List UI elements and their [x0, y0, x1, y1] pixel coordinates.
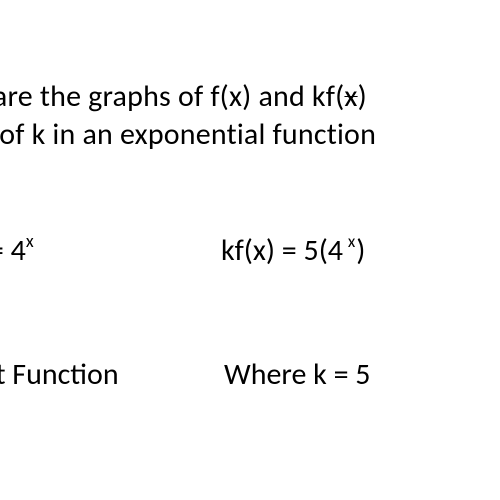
label-row: rent Function Where k = 5 — [0, 356, 500, 396]
text-cursor-x: x — [344, 78, 357, 115]
heading-line-2: ect of k in an exponential function — [0, 116, 376, 153]
label-where-k: Where k = 5 — [224, 356, 371, 393]
equation-fx-lhs: ) = 4 — [0, 232, 26, 269]
equation-kfx: kf(x) = 5(4 x) — [221, 232, 365, 269]
equation-fx: ) = 4x — [0, 232, 34, 269]
label-parent-function: rent Function — [0, 356, 119, 393]
equation-kfx-lhs: kf(x) = 5(4 — [221, 232, 343, 269]
heading-line-1-post: ) — [358, 78, 367, 115]
equation-kfx-close: ) — [356, 232, 365, 269]
heading-line-1-pre: npare the graphs of f(x) and kf( — [0, 78, 344, 115]
equation-kfx-exponent: x — [343, 231, 356, 252]
equation-row: ) = 4x kf(x) = 5(4 x) — [0, 232, 500, 282]
heading-line-1: npare the graphs of f(x) and kf(x) — [0, 78, 367, 115]
equation-fx-exponent: x — [26, 230, 34, 252]
